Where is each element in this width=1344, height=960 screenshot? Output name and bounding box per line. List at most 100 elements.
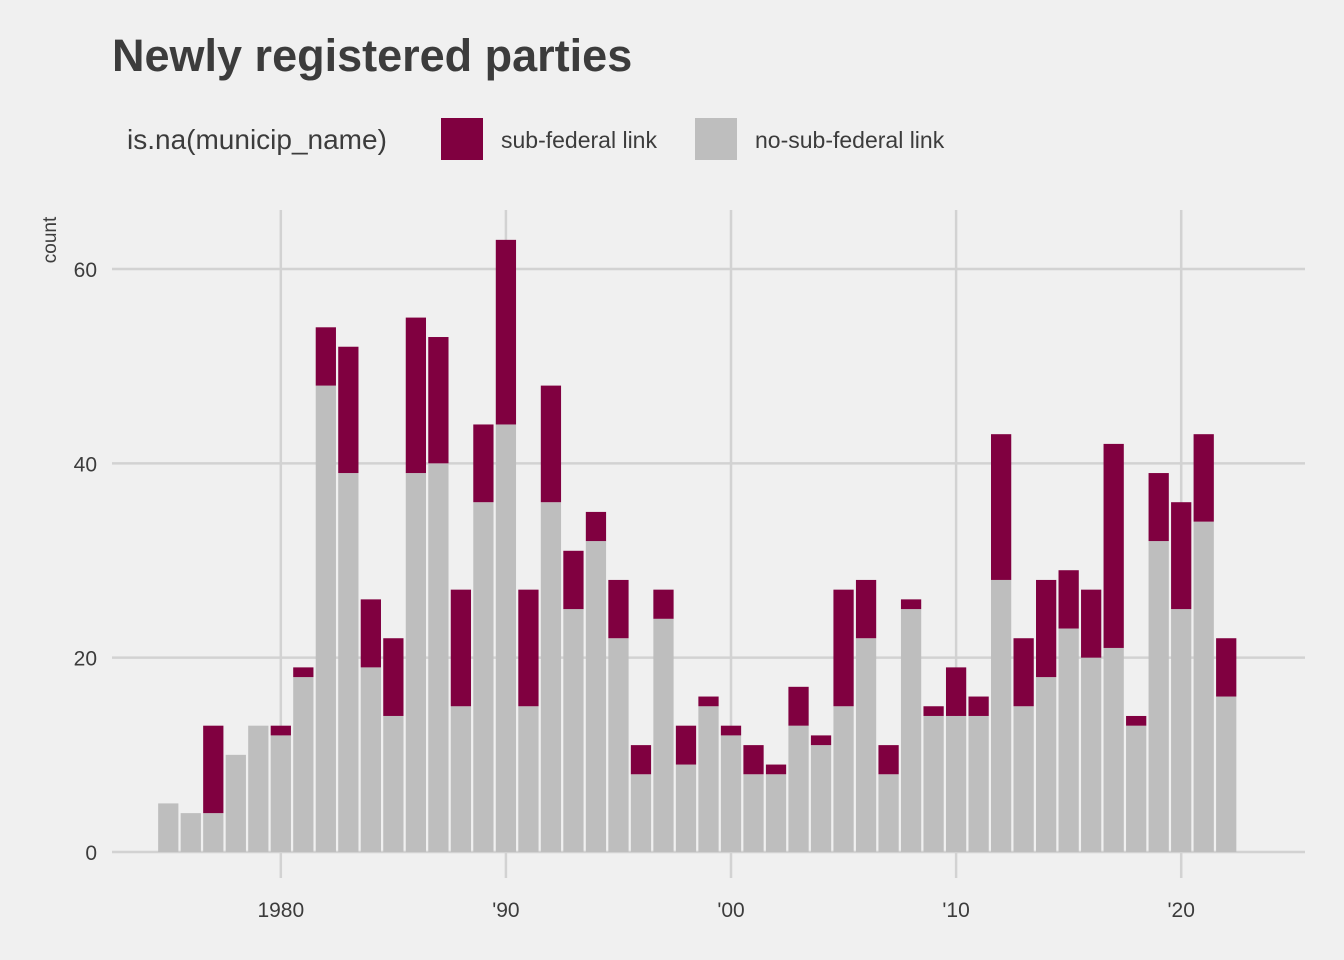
bar-sub-federal-link xyxy=(473,424,494,503)
bar-no-sub-federal-link xyxy=(765,774,787,852)
bar-no-sub-federal-link xyxy=(855,638,877,852)
bar-no-sub-federal-link xyxy=(945,715,967,852)
bar-no-sub-federal-link xyxy=(248,725,269,852)
bar-no-sub-federal-link xyxy=(968,715,989,852)
bar-no-sub-federal-link xyxy=(1193,521,1214,852)
bar-no-sub-federal-link xyxy=(383,715,404,852)
bar-sub-federal-link xyxy=(338,346,359,474)
bar-no-sub-federal-link xyxy=(1216,696,1237,852)
bar-no-sub-federal-link xyxy=(338,473,359,852)
bar-no-sub-federal-link xyxy=(540,502,562,852)
bar-sub-federal-link xyxy=(833,589,854,707)
bar-sub-federal-link xyxy=(1126,715,1147,726)
bar-no-sub-federal-link xyxy=(473,502,494,852)
bar-sub-federal-link xyxy=(315,327,336,386)
x-tick-label: '00 xyxy=(717,899,744,922)
bar-sub-federal-link xyxy=(855,579,877,639)
bar-no-sub-federal-link xyxy=(1126,725,1147,852)
legend-label-no-sub-federal-link: no-sub-federal link xyxy=(755,127,945,153)
bar-sub-federal-link xyxy=(923,706,944,716)
bar-no-sub-federal-link xyxy=(495,424,517,852)
bar-sub-federal-link xyxy=(900,599,922,610)
y-tick-label: 40 xyxy=(74,453,97,476)
bar-no-sub-federal-link xyxy=(630,774,652,852)
bar-sub-federal-link xyxy=(383,638,404,716)
bar-sub-federal-link xyxy=(203,725,224,814)
chart-title: Newly registered parties xyxy=(112,30,633,81)
bar-no-sub-federal-link xyxy=(293,677,314,852)
bar-sub-federal-link xyxy=(968,696,989,716)
bar-no-sub-federal-link xyxy=(315,385,336,852)
bar-sub-federal-link xyxy=(518,589,539,707)
bar-no-sub-federal-link xyxy=(360,667,381,852)
x-tick-label: '20 xyxy=(1168,899,1195,922)
legend-key-sub-federal-link xyxy=(441,118,483,160)
bar-no-sub-federal-link xyxy=(450,706,472,852)
bar-no-sub-federal-link xyxy=(518,706,539,852)
bar-sub-federal-link xyxy=(653,589,674,619)
bar-sub-federal-link xyxy=(765,764,787,775)
bar-no-sub-federal-link xyxy=(833,706,854,852)
bar-sub-federal-link xyxy=(1103,443,1124,648)
bar-sub-federal-link xyxy=(698,696,719,707)
bar-sub-federal-link xyxy=(1081,589,1102,658)
bar-no-sub-federal-link xyxy=(743,774,764,852)
legend-label-sub-federal-link: sub-federal link xyxy=(501,127,657,153)
bar-sub-federal-link xyxy=(270,725,291,736)
bar-no-sub-federal-link xyxy=(1148,541,1169,852)
legend-title: is.na(municip_name) xyxy=(127,124,387,155)
bar-no-sub-federal-link xyxy=(923,715,944,852)
bar-sub-federal-link xyxy=(450,589,472,707)
bar-no-sub-federal-link xyxy=(180,813,201,852)
bar-no-sub-federal-link xyxy=(608,638,629,852)
y-tick-label: 0 xyxy=(85,842,97,865)
bar-no-sub-federal-link xyxy=(900,609,922,852)
bar-sub-federal-link xyxy=(1193,434,1214,522)
bar-sub-federal-link xyxy=(1171,502,1192,610)
bar-sub-federal-link xyxy=(293,667,314,678)
legend-key-no-sub-federal-link xyxy=(695,118,737,160)
bar-no-sub-federal-link xyxy=(585,541,607,852)
bar-no-sub-federal-link xyxy=(653,618,674,852)
bar-sub-federal-link xyxy=(945,667,967,716)
bar-no-sub-federal-link xyxy=(675,764,697,852)
bar-no-sub-federal-link xyxy=(225,754,246,852)
y-axis-label: count xyxy=(40,216,61,263)
bar-sub-federal-link xyxy=(720,725,742,736)
bar-no-sub-federal-link xyxy=(1013,706,1034,852)
y-tick-label: 60 xyxy=(74,259,97,282)
bar-sub-federal-link xyxy=(608,579,629,639)
bar-sub-federal-link xyxy=(1058,570,1079,629)
x-tick-label: '10 xyxy=(942,899,969,922)
bar-sub-federal-link xyxy=(630,745,652,775)
bar-no-sub-federal-link xyxy=(810,745,832,852)
bar-no-sub-federal-link xyxy=(878,774,899,852)
bar-sub-federal-link xyxy=(360,599,381,668)
bar-no-sub-federal-link xyxy=(405,473,427,852)
bar-sub-federal-link xyxy=(788,686,809,726)
bar-no-sub-federal-link xyxy=(428,463,449,852)
bar-sub-federal-link xyxy=(1148,473,1169,542)
bar-sub-federal-link xyxy=(563,550,584,610)
bar-sub-federal-link xyxy=(585,511,607,542)
bar-no-sub-federal-link xyxy=(1036,677,1057,852)
bar-no-sub-federal-link xyxy=(158,803,179,852)
bar-no-sub-federal-link xyxy=(1058,628,1079,852)
x-tick-label: 1980 xyxy=(257,899,304,922)
bar-sub-federal-link xyxy=(428,337,449,464)
bar-no-sub-federal-link xyxy=(1171,609,1192,852)
bar-sub-federal-link xyxy=(540,385,562,503)
bar-no-sub-federal-link xyxy=(788,725,809,852)
bar-no-sub-federal-link xyxy=(990,579,1012,852)
bar-sub-federal-link xyxy=(405,317,427,474)
bar-no-sub-federal-link xyxy=(203,813,224,852)
x-tick-label: '90 xyxy=(492,899,519,922)
bar-sub-federal-link xyxy=(878,745,899,775)
bar-no-sub-federal-link xyxy=(270,735,291,852)
bar-sub-federal-link xyxy=(743,745,764,775)
bar-sub-federal-link xyxy=(495,239,517,425)
y-tick-label: 20 xyxy=(74,648,97,671)
bar-no-sub-federal-link xyxy=(563,609,584,852)
bar-sub-federal-link xyxy=(1013,638,1034,707)
